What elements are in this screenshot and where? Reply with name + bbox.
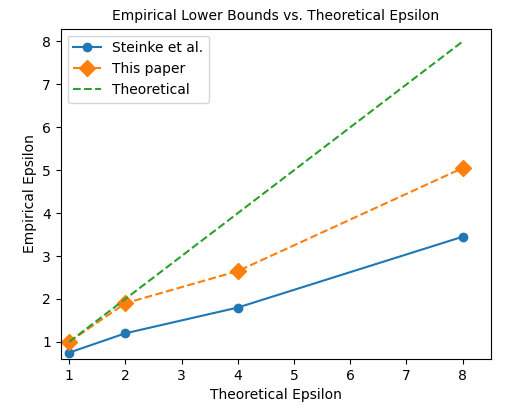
This paper [234,268,240,273]
This paper [66,339,72,344]
Steinke et al. [66,350,72,355]
This paper [459,166,465,171]
Legend: Steinke et al., This paper, Theoretical: Steinke et al., This paper, Theoretical [68,35,209,102]
Line: Steinke et al.: Steinke et al. [65,233,466,357]
This paper [122,301,128,306]
Steinke et al. [122,331,128,336]
Steinke et al. [459,234,465,239]
Steinke et al. [234,305,240,310]
Title: Empirical Lower Bounds vs. Theoretical Epsilon: Empirical Lower Bounds vs. Theoretical E… [112,9,438,23]
Line: This paper: This paper [64,162,467,348]
X-axis label: Theoretical Epsilon: Theoretical Epsilon [210,388,341,402]
Y-axis label: Empirical Epsilon: Empirical Epsilon [23,134,36,253]
